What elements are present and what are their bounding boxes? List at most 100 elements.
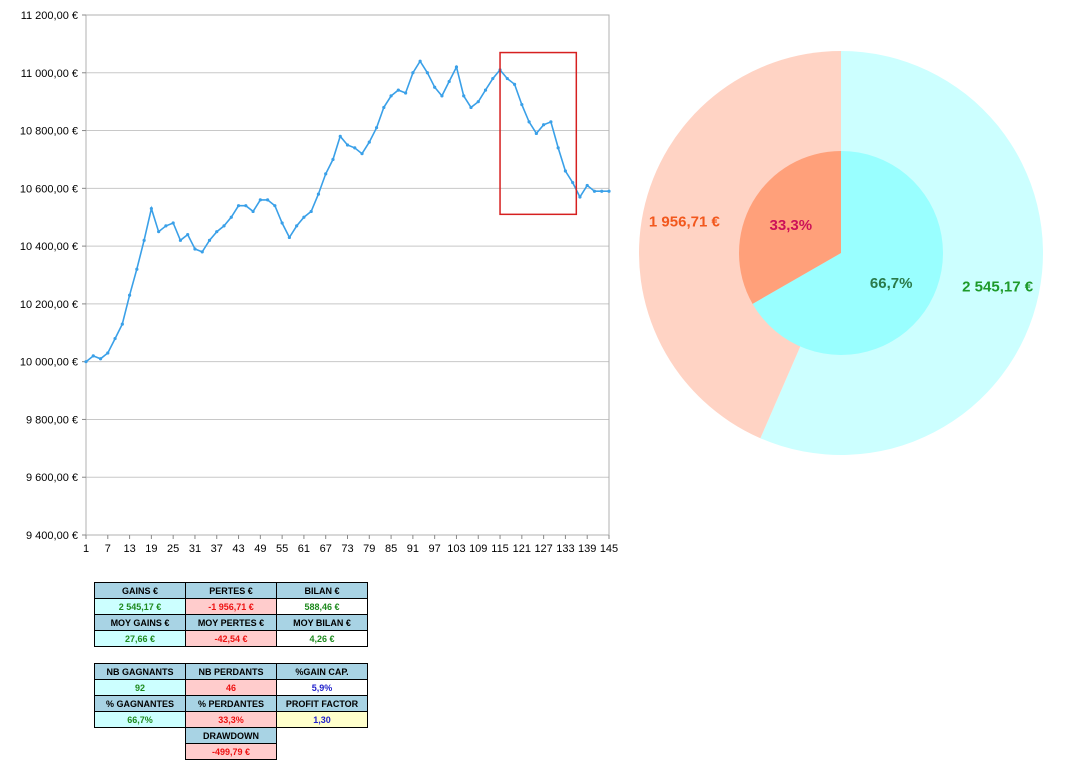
data-point	[207, 238, 212, 242]
moy-pertes-header: MOY PERTES €	[185, 614, 277, 631]
data-point	[454, 65, 459, 69]
y-tick-label: 11 000,00 €	[21, 68, 78, 80]
data-point	[476, 100, 480, 104]
y-tick-label: 10 600,00 €	[20, 183, 78, 195]
data-point	[483, 88, 488, 92]
x-tick-label: 37	[211, 543, 223, 555]
data-point	[447, 79, 451, 84]
data-point	[556, 146, 560, 150]
data-point	[84, 360, 88, 364]
data-point	[505, 76, 509, 81]
data-point	[527, 120, 531, 124]
data-point	[142, 238, 146, 242]
data-point	[215, 230, 219, 234]
pertes-header: PERTES €	[185, 582, 277, 599]
spacer-cell	[277, 744, 368, 760]
data-point	[440, 94, 444, 98]
data-point	[367, 140, 371, 144]
y-tick-label: 10 800,00 €	[20, 126, 78, 138]
gain-cap-value: 5,9%	[276, 679, 368, 696]
x-tick-label: 127	[534, 543, 552, 555]
x-tick-label: 67	[320, 543, 332, 555]
x-tick-label: 1	[83, 543, 89, 555]
data-point	[520, 102, 524, 107]
data-point	[338, 134, 342, 138]
nb-perdants-header: NB PERDANTS	[185, 663, 277, 680]
highlight-box	[499, 51, 578, 216]
data-point	[193, 247, 197, 251]
data-point	[345, 143, 350, 147]
x-tick-label: 79	[363, 543, 375, 555]
data-point	[106, 351, 110, 355]
data-point	[120, 322, 124, 326]
stats-table-1: GAINS € PERTES € BILAN € 2 545,17 € -1 9…	[94, 582, 368, 647]
line-chart-series	[84, 59, 611, 364]
data-point	[178, 238, 183, 242]
equity-line-chart: 9 400,00 € 9 600,00 € 9 800,00 € 10 000,00 …	[20, 10, 618, 555]
x-tick-label: 73	[341, 543, 353, 555]
inner-ring-slice	[752, 151, 943, 356]
data-point	[113, 336, 117, 341]
profit-factor-header: PROFIT FACTOR	[276, 695, 368, 712]
moy-gains-value: 27,66 €	[94, 630, 186, 647]
data-point	[200, 250, 204, 254]
bilan-value: 588,46 €	[276, 598, 368, 615]
x-tick-label: 55	[276, 543, 288, 555]
data-point	[157, 230, 161, 234]
outer-ring-label: 2 545,17 €	[962, 279, 1034, 296]
y-tick-label: 10 000,00 €	[20, 357, 78, 369]
data-point	[549, 120, 553, 124]
data-point	[280, 221, 284, 225]
data-point	[462, 94, 466, 98]
x-tick-label: 7	[105, 543, 111, 555]
x-tick-label: 61	[298, 543, 310, 555]
data-point	[600, 189, 604, 193]
data-point	[592, 189, 597, 193]
data-point	[98, 357, 103, 361]
x-tick-label: 31	[189, 543, 201, 555]
data-point	[127, 293, 132, 297]
data-point	[607, 189, 611, 193]
data-point	[542, 123, 546, 127]
x-tick-label: 19	[145, 543, 157, 555]
data-point	[236, 204, 241, 208]
data-point	[389, 94, 393, 98]
gains-header: GAINS €	[94, 582, 186, 599]
x-tick-label: 115	[491, 543, 509, 555]
data-point	[229, 215, 233, 219]
x-tick-label: 121	[513, 543, 531, 555]
data-point	[491, 76, 495, 81]
data-point	[244, 204, 248, 208]
data-point	[534, 131, 538, 136]
data-point	[287, 235, 291, 240]
x-tick-label: 133	[556, 543, 574, 555]
pct-perdantes-header: % PERDANTES	[185, 695, 277, 712]
y-tick-label: 9 800,00 €	[26, 414, 78, 426]
nb-gagnants-value: 92	[94, 679, 186, 696]
data-point	[374, 126, 379, 130]
gains-value: 2 545,17 €	[94, 598, 186, 615]
pertes-value: -1 956,71 €	[185, 598, 277, 615]
data-point	[164, 224, 168, 228]
data-point	[258, 198, 262, 202]
spacer-cell	[95, 728, 186, 744]
data-point	[578, 195, 582, 199]
spacer-cell	[95, 744, 186, 760]
line-chart-highlight	[499, 51, 578, 216]
data-point	[273, 204, 277, 208]
x-tick-label: 91	[407, 543, 419, 555]
x-tick-label: 25	[167, 543, 179, 555]
stats-table-2: NB GAGNANTS NB PERDANTS %GAIN CAP. 92 46…	[94, 663, 368, 760]
y-tick-label: 9 600,00 €	[26, 472, 78, 484]
data-point	[418, 59, 422, 63]
nb-perdants-value: 46	[185, 679, 277, 696]
line-chart-grid	[85, 14, 610, 536]
data-point	[295, 224, 299, 228]
x-tick-label: 139	[578, 543, 596, 555]
y-tick-label: 11 200,00 €	[21, 10, 78, 22]
data-point	[353, 146, 357, 150]
data-point	[469, 105, 473, 110]
data-point	[251, 209, 255, 214]
inner-ring-slice	[739, 151, 841, 304]
data-point	[571, 180, 575, 185]
